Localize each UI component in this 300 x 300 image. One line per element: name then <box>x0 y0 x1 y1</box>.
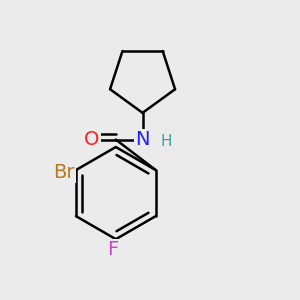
Text: H: H <box>160 134 172 149</box>
Text: O: O <box>84 130 100 149</box>
Text: F: F <box>107 240 118 259</box>
Text: N: N <box>135 130 150 149</box>
Text: Br: Br <box>53 163 75 182</box>
